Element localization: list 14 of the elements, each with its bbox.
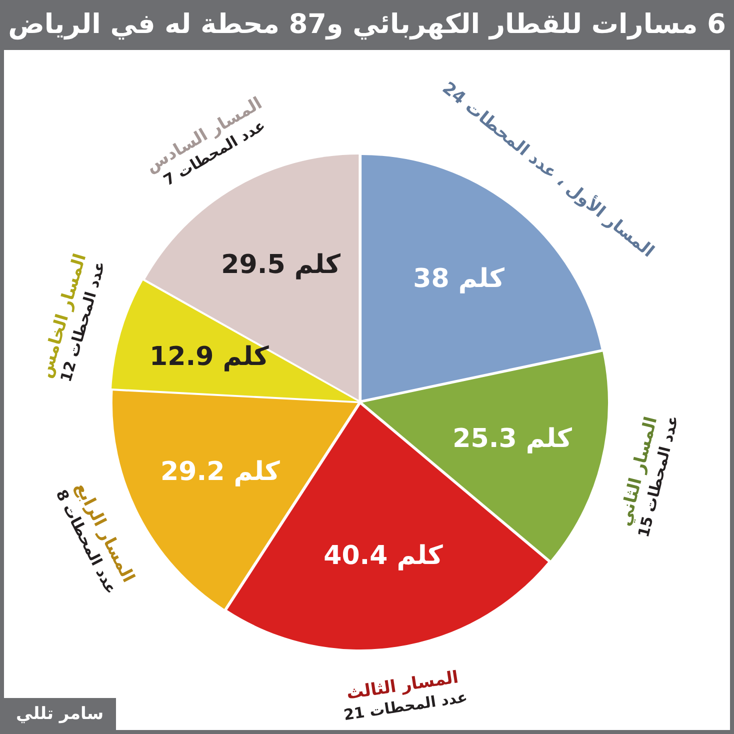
slice-label: المسار السادس عدد المحطات 7 (142, 93, 268, 190)
slice-label: المسار الثالث عدد المحطات 21 (342, 668, 469, 724)
data-label: 38 كلم (413, 264, 506, 294)
data-label: 29.5 كلم (221, 250, 342, 280)
data-label: 29.2 كلم (160, 457, 281, 488)
chart-title: 6 مسارات للقطار الكهربائي و87 محطة له في الرياض (0, 0, 734, 50)
slice-label: المسار الخامس عدد المحطات 12 (36, 252, 109, 384)
text: سامر تللي (4, 698, 116, 730)
slice-label: المسار الرابع عدد المحطات 8 (52, 479, 138, 597)
data-label: 40.4 كلم (324, 541, 444, 572)
slice-label: المسار الثاني عدد المحطات 15 (615, 414, 682, 540)
slice-label: المسار الأول ، عدد المحطات 24 (438, 76, 660, 262)
data-label: 25.3 كلم (452, 424, 573, 454)
data-label: 12.9 كلم (150, 342, 270, 372)
